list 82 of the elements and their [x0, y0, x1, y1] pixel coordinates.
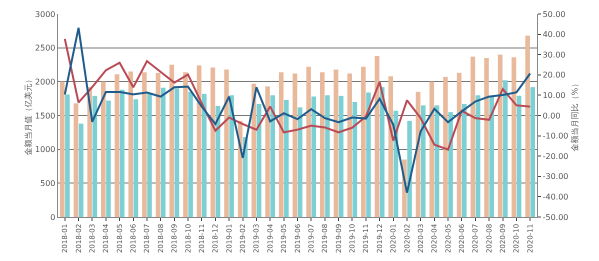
y-tick-label: 1000: [35, 145, 56, 154]
bar: [74, 103, 78, 217]
bar: [174, 88, 180, 217]
bar: [503, 80, 508, 217]
bar: [298, 107, 302, 217]
line-series: [64, 26, 532, 194]
bar: [484, 58, 489, 217]
bar: [292, 74, 298, 217]
y2-tick-label: -10.00: [542, 132, 568, 141]
bar: [156, 72, 160, 217]
bar: [188, 92, 193, 217]
bar: [429, 82, 434, 217]
y2-tick-label: -50.00: [542, 212, 568, 222]
bar: [530, 87, 536, 217]
bar: [160, 88, 166, 217]
y2-tick-label: 0.00: [542, 111, 560, 120]
bar: [101, 82, 106, 217]
bar: [516, 96, 522, 217]
bar: [489, 96, 494, 217]
y2-tick-label: 10.00: [542, 91, 566, 100]
bar: [338, 96, 344, 217]
y2-tick-label: -40.00: [542, 192, 568, 202]
line-series: [64, 38, 532, 151]
y-tick-label: 2000: [35, 77, 56, 86]
bar: [470, 56, 476, 217]
bar: [443, 76, 448, 217]
y2-tick-label: 20.00: [542, 70, 566, 80]
bar: [278, 72, 284, 217]
y-tick-label: 2500: [35, 44, 56, 53]
bar: [284, 100, 289, 217]
bar: [202, 94, 207, 217]
bar: [434, 105, 440, 217]
y-tick-label: 1500: [35, 111, 56, 120]
bar: [147, 93, 152, 217]
bar: [361, 66, 366, 217]
bar: [420, 105, 426, 217]
bar: [210, 67, 216, 217]
bar: [320, 72, 325, 217]
bar: [134, 99, 138, 217]
bar: [120, 90, 124, 217]
bar: [78, 124, 84, 217]
bar: [196, 65, 202, 217]
bar: [448, 112, 453, 217]
y-tick-label: 3000: [35, 10, 56, 19]
y2-axis-title: 金额当月同比（%）: [570, 80, 580, 152]
y-tick-label: 0: [50, 212, 56, 222]
bar: [265, 86, 270, 217]
bar: [224, 69, 229, 217]
y-tick-label: 500: [40, 178, 56, 188]
bar: [352, 102, 358, 217]
bar: [462, 104, 467, 217]
bar: [60, 82, 65, 217]
y2-tick-label: 40.00: [542, 30, 566, 40]
bar: [311, 96, 316, 217]
bar: [525, 36, 530, 217]
y-axis-title: 金额当月值（亿美元）: [24, 76, 34, 156]
bar: [476, 95, 480, 217]
bar: [92, 96, 98, 217]
bar: [183, 72, 188, 217]
bar: [106, 100, 111, 217]
bar: [456, 72, 462, 217]
bar: [512, 57, 516, 217]
y2-tick-label: -30.00: [542, 172, 568, 182]
bar: [142, 72, 147, 217]
bar: [498, 54, 503, 217]
y2-tick-label: 50.00: [542, 10, 566, 19]
bar: [334, 69, 338, 217]
bar: [325, 95, 330, 217]
bar: [306, 66, 311, 217]
bar: [374, 56, 380, 217]
bar: [65, 94, 70, 217]
bar: [256, 104, 262, 217]
bar: [407, 120, 412, 217]
y2-tick-label: 30.00: [542, 50, 566, 60]
bar: [114, 74, 120, 217]
bar: [347, 74, 352, 217]
bar: [169, 64, 174, 217]
bar: [366, 92, 371, 217]
y2-tick-label: -20.00: [542, 152, 568, 161]
bar: [128, 72, 134, 217]
bar: [270, 95, 275, 217]
bar: [216, 106, 220, 217]
